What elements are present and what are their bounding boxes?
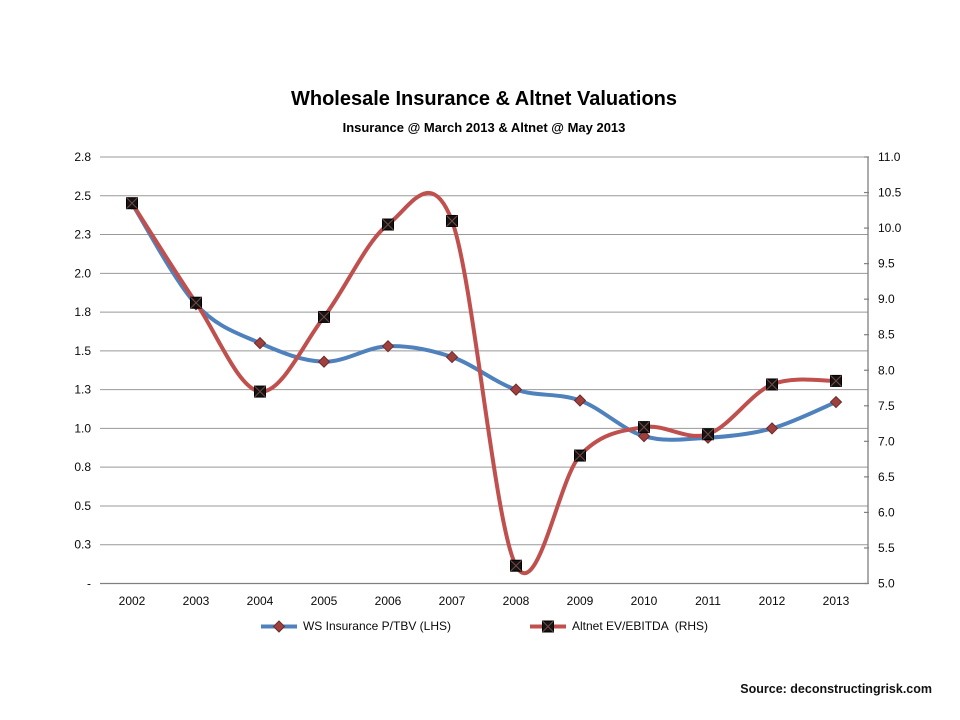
right-axis-tick-label: 9.0 [878, 292, 895, 306]
left-axis-tick-label: 1.0 [74, 421, 91, 435]
right-axis-tick-label: 5.5 [878, 541, 895, 555]
legend-label-altnet: Altnet EV/EBITDA (RHS) [572, 619, 709, 633]
marker-x-glyph [382, 218, 394, 231]
left-axis-tick-label: 0.5 [74, 499, 91, 513]
legend-swatch-ws-insurance-icon [260, 619, 297, 633]
marker-x-glyph [638, 421, 650, 433]
marker-x-glyph [830, 375, 842, 387]
left-axis-tick-label: 0.3 [74, 538, 91, 552]
x-axis-label: 2009 [567, 594, 594, 608]
x-axis-label: 2002 [119, 594, 146, 608]
left-axis-tick-label: 2.5 [74, 189, 91, 203]
marker-x-glyph [190, 296, 202, 309]
left-axis-tick-label: 2.0 [74, 266, 91, 280]
x-axis-label: 2011 [695, 594, 721, 608]
x-axis-label: 2004 [247, 594, 274, 608]
right-axis-tick-label: 5.0 [878, 577, 895, 591]
marker-series0-2008 [509, 383, 523, 396]
x-axis-label: 2010 [631, 594, 658, 608]
x-axis-label: 2005 [311, 594, 338, 608]
x-axis-label: 2012 [759, 594, 786, 608]
marker-series0-2006 [381, 340, 395, 353]
x-axis-label: 2003 [183, 594, 210, 608]
right-axis-tick-label: 8.0 [878, 363, 895, 377]
x-axis-label: 2006 [375, 594, 402, 608]
chart-legend: WS Insurance P/TBV (LHS) Altnet EV/EBITD… [100, 619, 868, 633]
left-axis-tick-label: 0.8 [74, 460, 91, 474]
left-axis-tick-label: 1.3 [74, 383, 91, 397]
left-axis-tick-label: - [87, 577, 91, 591]
marker-x-glyph [510, 559, 522, 572]
legend-item-ws-insurance: WS Insurance P/TBV (LHS) [260, 619, 451, 633]
legend-label-ws-insurance: WS Insurance P/TBV (LHS) [302, 619, 451, 633]
marker-series0-2007 [445, 350, 459, 364]
left-axis-tick-label: 1.5 [74, 344, 91, 358]
chart-title: Wholesale Insurance & Altnet Valuations [290, 88, 677, 110]
left-axis-tick-label: 1.8 [74, 305, 91, 319]
marker-series0-2013 [829, 395, 843, 409]
left-axis-tick-label: 2.3 [74, 228, 91, 242]
source-attribution: Source: deconstructingrisk.com [740, 682, 932, 696]
right-axis-tick-label: 10.0 [878, 221, 902, 235]
right-axis-tick-label: 6.0 [878, 505, 895, 519]
legend-item-altnet: Altnet EV/EBITDA (RHS) [529, 619, 708, 633]
marker-x-glyph [766, 378, 778, 391]
marker-series0-2004 [253, 336, 267, 350]
right-axis-tick-label: 6.5 [878, 470, 895, 484]
marker-x-glyph [126, 197, 138, 210]
chart-subtitle: Insurance @ March 2013 & Altnet @ May 20… [342, 120, 626, 135]
marker-series0-2009 [573, 394, 587, 407]
legend-swatch-altnet-icon [530, 620, 566, 632]
right-axis-tick-label: 7.5 [878, 399, 895, 413]
left-axis-tick-label: 2.8 [74, 150, 91, 164]
marker-series0-2012 [765, 422, 779, 435]
x-axis-label: 2013 [823, 594, 850, 608]
marker-x-glyph [574, 449, 586, 462]
marker-series0-2005 [317, 355, 331, 368]
right-axis-tick-label: 8.5 [878, 328, 895, 342]
right-axis-tick-label: 11.0 [878, 150, 901, 164]
series-line-1 [130, 191, 838, 576]
x-axis-label: 2007 [439, 594, 466, 608]
right-axis-tick-label: 9.5 [878, 257, 895, 271]
right-axis-tick-label: 10.5 [878, 186, 902, 200]
marker-x-glyph [702, 428, 714, 441]
x-axis-label: 2008 [503, 594, 530, 608]
marker-x-glyph [318, 311, 330, 323]
marker-x-glyph [446, 215, 458, 227]
marker-x-glyph [254, 385, 266, 398]
right-axis-tick-label: 7.0 [878, 434, 895, 448]
marker-series0-2010 [637, 429, 651, 443]
